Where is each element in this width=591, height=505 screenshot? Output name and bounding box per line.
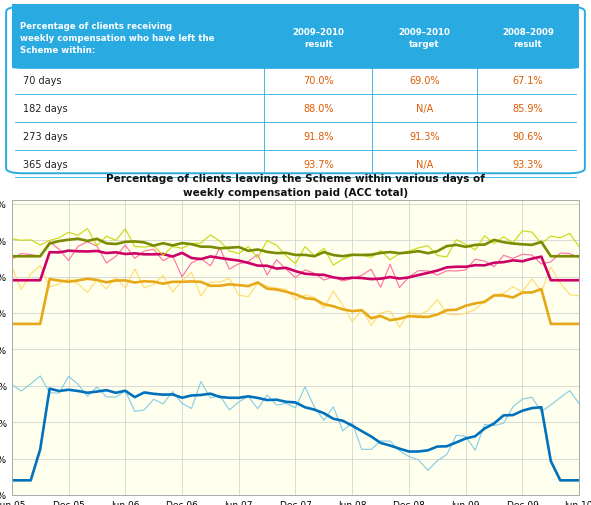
Text: 93.7%: 93.7% — [303, 159, 333, 169]
FancyBboxPatch shape — [6, 8, 585, 174]
Text: 85.9%: 85.9% — [513, 104, 544, 114]
Text: Percentage of clients receiving
weekly compensation who have left the
Scheme wit: Percentage of clients receiving weekly c… — [20, 22, 215, 55]
Text: 70.0%: 70.0% — [303, 76, 333, 86]
Text: 70 days: 70 days — [23, 76, 61, 86]
Text: N/A: N/A — [416, 159, 433, 169]
Text: 69.0%: 69.0% — [410, 76, 440, 86]
FancyBboxPatch shape — [6, 3, 585, 70]
Text: 67.1%: 67.1% — [513, 76, 544, 86]
Text: 88.0%: 88.0% — [303, 104, 333, 114]
Text: 91.3%: 91.3% — [410, 132, 440, 141]
Bar — [15, 47, 576, 67]
Text: 93.3%: 93.3% — [513, 159, 543, 169]
Text: 365 days: 365 days — [23, 159, 68, 169]
Text: 2008–2009
result: 2008–2009 result — [502, 28, 554, 49]
Text: 2009–2010
target: 2009–2010 target — [399, 28, 450, 49]
Text: 273 days: 273 days — [23, 132, 68, 141]
Title: Percentage of clients leaving the Scheme within various days of
weekly compensat: Percentage of clients leaving the Scheme… — [106, 174, 485, 197]
Text: 90.6%: 90.6% — [513, 132, 543, 141]
Text: 91.8%: 91.8% — [303, 132, 333, 141]
Text: 182 days: 182 days — [23, 104, 68, 114]
Text: 2009–2010
result: 2009–2010 result — [293, 28, 344, 49]
Text: N/A: N/A — [416, 104, 433, 114]
